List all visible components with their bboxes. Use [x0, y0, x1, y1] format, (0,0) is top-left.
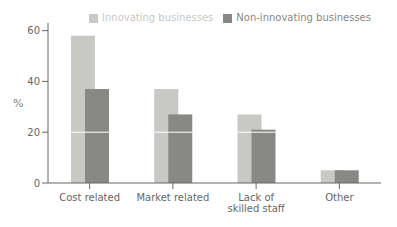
svg-text:Lack ofskilled staff: Lack ofskilled staff	[228, 192, 286, 214]
html-text:Innovating businesses: Innovating businesses	[102, 12, 214, 23]
svg-text:40: 40	[27, 76, 40, 87]
svg-text:60: 60	[27, 25, 40, 36]
svg-text:Cost related: Cost related	[59, 192, 120, 203]
svg-text:%: %	[13, 97, 23, 110]
svg-text:0: 0	[34, 178, 40, 189]
svg-text:Other: Other	[325, 192, 354, 203]
svg-text:20: 20	[27, 127, 40, 138]
svg-text:Market related: Market related	[136, 192, 209, 203]
html-text:Non-innovating businesses: Non-innovating businesses	[236, 12, 371, 23]
